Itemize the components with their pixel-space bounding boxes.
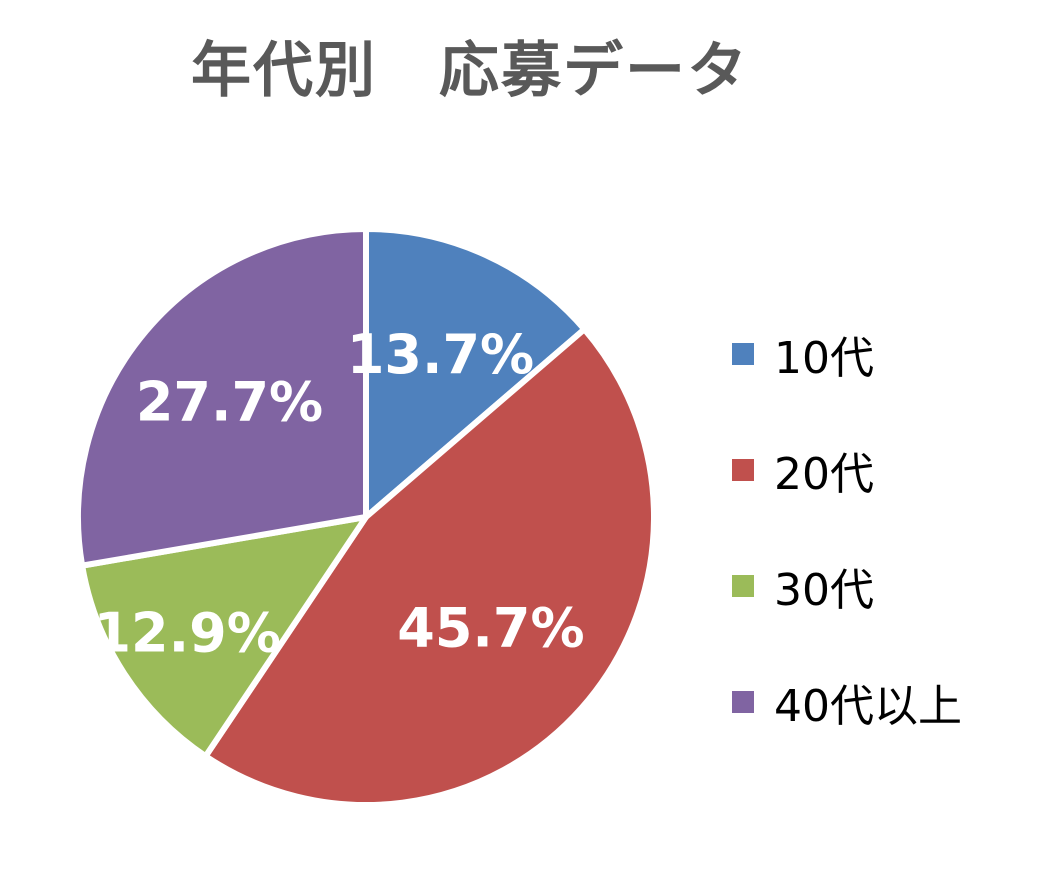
legend-label-30s: 30代 — [774, 565, 874, 616]
legend-label-10s: 10代 — [774, 333, 874, 384]
slice-label-40s-plus: 27.7% — [136, 370, 323, 433]
legend-item-20s: 20代 — [732, 412, 962, 528]
chart-title: 年代別 応募データ — [191, 36, 749, 106]
legend-label-40s-plus: 40代以上 — [774, 681, 962, 732]
legend-item-30s: 30代 — [732, 528, 962, 644]
legend: 10代 20代 30代 40代以上 — [732, 296, 962, 760]
legend-item-40s-plus: 40代以上 — [732, 644, 962, 760]
slice-label-10s: 13.7% — [347, 323, 534, 386]
pie-slice-30s — [79, 514, 369, 760]
pie-slices — [75, 226, 657, 808]
pie-slice-10s — [363, 226, 588, 520]
slice-label-30s: 12.9% — [93, 601, 280, 664]
slice-labels: 13.7% 45.7% 12.9% 27.7% — [93, 323, 584, 664]
legend-item-10s: 10代 — [732, 296, 962, 412]
legend-swatch-10s — [732, 343, 754, 365]
legend-swatch-40s-plus — [732, 691, 754, 713]
pie-slice-20s — [202, 326, 657, 808]
legend-label-20s: 20代 — [774, 449, 874, 500]
legend-swatch-30s — [732, 575, 754, 597]
slice-label-20s: 45.7% — [397, 596, 584, 659]
legend-swatch-20s — [732, 459, 754, 481]
pie-slice-40s-plus — [75, 226, 369, 569]
